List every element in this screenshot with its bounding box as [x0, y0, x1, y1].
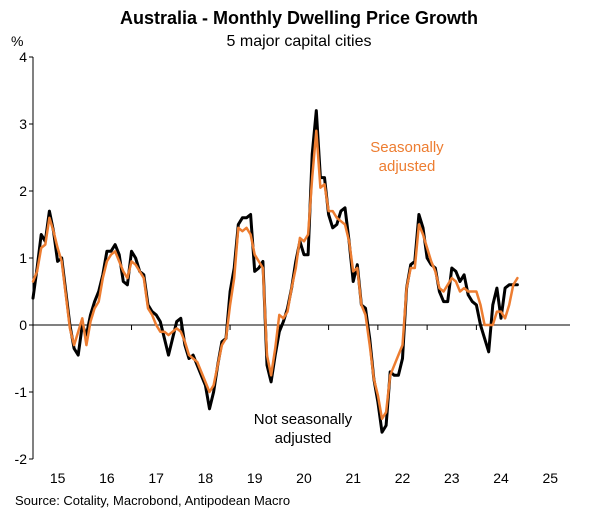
x-tick-label: 17 — [148, 470, 164, 486]
x-tick-label: 18 — [198, 470, 214, 486]
x-tick-label: 15 — [50, 470, 66, 486]
x-tick-label: 23 — [444, 470, 460, 486]
x-tick-label: 16 — [99, 470, 115, 486]
x-tick-label: 21 — [345, 470, 361, 486]
y-tick-label: 0 — [19, 317, 27, 333]
annotation-not-seasonally-adjusted-line2: adjusted — [275, 430, 332, 447]
x-tick-label: 20 — [296, 470, 312, 486]
y-tick-label: 3 — [19, 116, 27, 132]
y-tick-label: 4 — [19, 49, 27, 65]
chart-subtitle: 5 major capital cities — [227, 33, 372, 50]
series-layer — [31, 109, 519, 434]
source-note: Source: Cotality, Macrobond, Antipodean … — [15, 493, 290, 508]
annotation-not-seasonally-adjusted-line1: Not seasonally — [254, 411, 353, 428]
x-tick-label: 25 — [543, 470, 559, 486]
chart-title: Australia - Monthly Dwelling Price Growt… — [120, 8, 478, 28]
y-tick-label: -1 — [15, 384, 28, 400]
annotation-seasonally-adjusted-line2: adjusted — [379, 158, 436, 175]
x-tick-label: 24 — [493, 470, 509, 486]
annotation-seasonally-adjusted-line1: Seasonally — [370, 139, 444, 156]
x-tick-label: 22 — [395, 470, 411, 486]
series-line-seasonally-adjusted — [31, 129, 519, 421]
y-tick-label: -2 — [15, 451, 28, 467]
y-axis-unit-label: % — [11, 33, 23, 49]
y-tick-label: 2 — [19, 183, 27, 199]
x-tick-label: 19 — [247, 470, 263, 486]
y-tick-label: 1 — [19, 250, 27, 266]
